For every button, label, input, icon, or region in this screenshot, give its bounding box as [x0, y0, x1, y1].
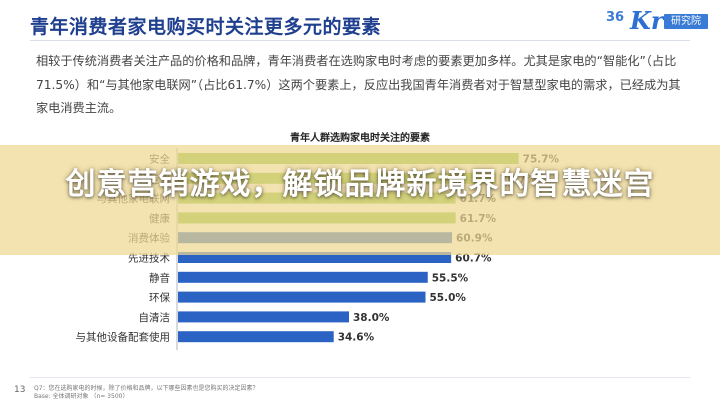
footnote: Q7：您在选购家电的时候，除了价格和品牌，以下哪些因素也是您购买的决定因素？ B… — [34, 385, 259, 400]
bar — [178, 291, 426, 303]
category-label: 自清洁 — [139, 311, 171, 324]
value-label: 34.6% — [338, 332, 375, 344]
category-label: 环保 — [149, 291, 170, 304]
title-divider — [30, 40, 690, 41]
logo-tag: 研究院 — [664, 14, 708, 29]
logo-mark: Kr — [630, 6, 664, 35]
value-label: 38.0% — [353, 312, 390, 324]
page-number: 13 — [14, 385, 26, 395]
value-label: 60.7% — [455, 253, 492, 265]
value-label: 55.0% — [430, 292, 467, 304]
value-label: 55.5% — [432, 272, 469, 284]
slide-title: 青年消费者家电购买时关注更多元的要素 — [30, 16, 382, 38]
brand-logo: 36 Kr 研究院 — [606, 6, 710, 35]
intro-paragraph: 相较于传统消费者关注产品的价格和品牌，青年消费者在选购家电时考虑的要素更加多样。… — [36, 54, 681, 115]
category-label: 静音 — [149, 271, 170, 284]
footer-divider — [30, 377, 690, 378]
bar — [178, 311, 349, 323]
banner-overlay: 创意营销游戏，解锁品牌新境界的智慧迷宫 — [0, 145, 720, 255]
chart-title: 青年人群选购家电时关注的要素 — [290, 133, 430, 144]
bar — [178, 331, 334, 343]
bar — [178, 252, 452, 263]
bar — [178, 271, 428, 283]
logo-prefix: 36 — [606, 10, 625, 25]
banner-title: 创意营销游戏，解锁品牌新境界的智慧迷宫 — [65, 167, 655, 202]
category-label: 与其他设备配套使用 — [76, 331, 171, 344]
